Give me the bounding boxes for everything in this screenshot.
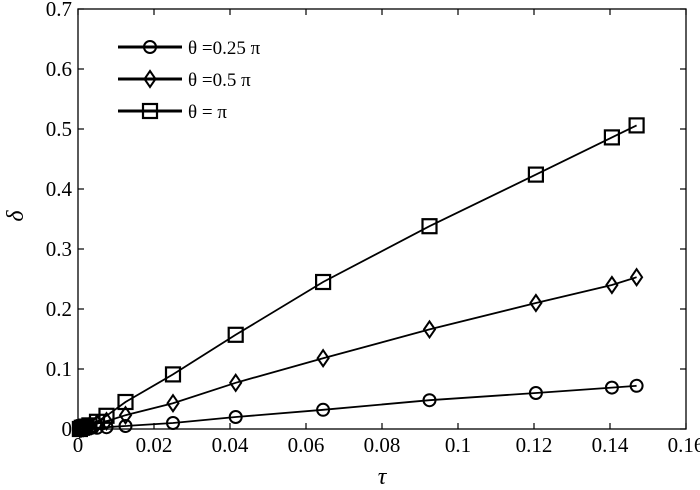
- series-square: [71, 117, 645, 438]
- data-point-square: [628, 117, 645, 134]
- y-tick-label: 0.1: [46, 357, 72, 381]
- data-point-circle: [316, 402, 331, 417]
- legend-marker-diamond: [143, 69, 157, 89]
- y-tick-label: 0.6: [46, 57, 72, 81]
- series-line: [79, 384, 637, 430]
- series-line: [79, 124, 637, 430]
- data-point-square: [421, 218, 438, 235]
- x-tick-label: 0.12: [516, 433, 553, 457]
- data-point-diamond: [228, 373, 243, 393]
- x-tick-label: 0.16: [668, 433, 700, 457]
- legend-marker-square: [141, 102, 159, 120]
- y-axis-label: δ: [3, 210, 29, 222]
- data-point-circle: [629, 378, 644, 393]
- data-point-square: [98, 407, 115, 424]
- x-tick-label: 0.08: [364, 433, 401, 457]
- data-point-diamond: [605, 275, 619, 295]
- series-layer: [71, 117, 645, 439]
- x-tick-label: 0.1: [445, 433, 471, 457]
- series-diamond: [73, 267, 644, 439]
- data-point-circle: [422, 393, 437, 408]
- data-point-square: [71, 420, 89, 438]
- data-point-circle: [604, 380, 619, 395]
- data-point-diamond: [118, 405, 133, 425]
- x-tick-label: 0.04: [212, 433, 249, 457]
- legend-marker-circle: [143, 40, 157, 54]
- legend-entry: θ =0.25 π: [118, 38, 261, 59]
- y-tick-label: 0.7: [46, 0, 72, 21]
- data-point-circle: [118, 419, 133, 433]
- data-point-square: [117, 393, 134, 411]
- data-point-square: [527, 166, 545, 183]
- data-point-diamond: [529, 293, 543, 313]
- legend-entry: θ = π: [118, 102, 227, 123]
- legend-entry: θ =0.5 π: [118, 69, 251, 91]
- axes: 0 0.02 0.04 0.06 0.08 0.1 0.12 0.14 0.16 0 0.1 0.2 0…: [46, 0, 700, 457]
- data-point-diamond: [629, 267, 644, 287]
- y-tick-label: 0.5: [46, 117, 72, 141]
- data-point-square: [77, 418, 94, 435]
- y-tick-label: 0: [62, 417, 73, 441]
- x-tick-label: 0.02: [136, 433, 173, 457]
- data-point-diamond: [166, 393, 180, 413]
- data-point-square: [227, 326, 244, 343]
- data-point-square: [164, 366, 182, 383]
- legend-label: θ =0.25 π: [188, 38, 261, 59]
- y-tick-label: 0.3: [46, 237, 72, 261]
- plot-frame: [77, 8, 687, 430]
- legend-label: θ =0.5 π: [188, 70, 251, 91]
- x-axis-label: τ: [378, 464, 388, 490]
- legend-label: θ = π: [188, 102, 227, 123]
- x-tick-label: 0: [73, 433, 84, 457]
- legend: θ =0.25 π θ =0.5 π θ = π: [118, 38, 261, 123]
- y-tick-label: 0.4: [46, 177, 73, 201]
- data-point-square: [603, 129, 621, 146]
- x-tick-label: 0.06: [288, 433, 325, 457]
- data-point-square: [315, 273, 332, 291]
- data-point-diamond: [316, 348, 330, 368]
- data-point-diamond: [422, 319, 437, 340]
- y-tick-label: 0.2: [46, 297, 72, 321]
- data-point-circle: [166, 416, 180, 430]
- x-tick-label: 0.14: [592, 433, 629, 457]
- data-point-circle: [228, 410, 243, 424]
- data-point-circle: [528, 386, 543, 400]
